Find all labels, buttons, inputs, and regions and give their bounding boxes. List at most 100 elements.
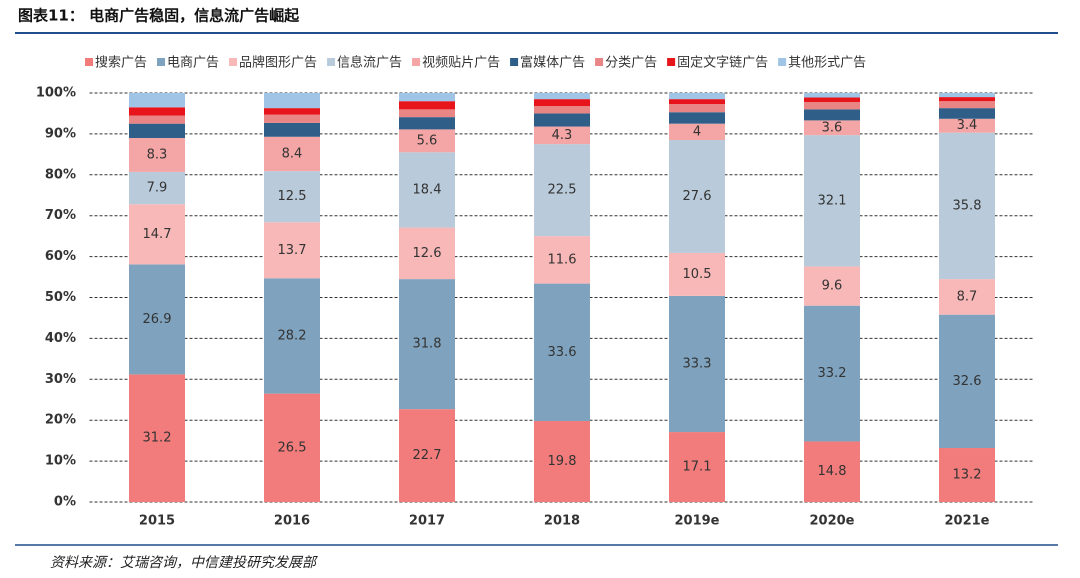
bar-segment <box>129 115 185 124</box>
bar-segment <box>939 132 995 280</box>
data-label: 11.6 <box>548 252 577 267</box>
bar-segment <box>129 264 185 375</box>
y-tick-label: 40% <box>45 331 76 346</box>
bar-segment <box>399 279 455 410</box>
x-tick-label: 2019e <box>675 514 720 529</box>
bar-segment <box>399 109 455 118</box>
legend-label: 固定文字链广告 <box>677 56 768 71</box>
legend-swatch <box>229 58 238 66</box>
x-tick-label: 2021e <box>945 514 990 529</box>
bar-segment <box>939 118 995 133</box>
bar-segment <box>264 278 320 394</box>
data-label: 12.5 <box>278 189 307 204</box>
data-label: 7.9 <box>147 181 168 196</box>
chart-title: 图表11： 电商广告稳固，信息流广告崛起 <box>18 7 300 25</box>
bar-segment <box>129 171 185 205</box>
data-label: 14.7 <box>143 227 172 242</box>
x-tick-label: 2016 <box>274 514 310 529</box>
data-label: 17.1 <box>683 460 712 475</box>
bar-segment <box>129 123 185 138</box>
bar-segment <box>129 374 185 502</box>
data-label: 31.8 <box>413 337 442 352</box>
legend-label: 分类广告 <box>605 56 657 71</box>
legend-label: 品牌图形广告 <box>239 55 317 71</box>
bar-segment <box>129 93 185 108</box>
data-label: 10.5 <box>683 267 712 282</box>
y-tick-label: 50% <box>45 290 76 305</box>
bar-segment <box>669 112 725 124</box>
bar-segment <box>669 432 725 502</box>
data-label: 18.4 <box>413 182 442 197</box>
bar-segment <box>399 93 455 102</box>
data-label: 31.2 <box>143 431 172 446</box>
x-tick-label: 2020e <box>810 514 855 529</box>
bar-segment <box>534 283 590 422</box>
data-label: 32.6 <box>953 374 982 389</box>
legend-swatch <box>327 58 336 66</box>
x-tick-label: 2018 <box>544 514 580 529</box>
legend-swatch <box>85 58 93 66</box>
data-label: 33.3 <box>683 356 712 371</box>
legend-swatch <box>667 58 676 66</box>
bar-segment <box>804 109 860 121</box>
bar-segment <box>534 236 590 284</box>
bar-segment <box>669 295 725 433</box>
data-label: 19.8 <box>548 454 577 469</box>
bar-segment <box>399 101 455 110</box>
x-tick-label: 2017 <box>409 514 445 529</box>
bar-segment <box>804 305 860 442</box>
legend-swatch <box>157 58 166 66</box>
bar-segment <box>669 252 725 296</box>
data-label: 22.7 <box>413 448 442 463</box>
legend-label: 搜索广告 <box>95 56 147 71</box>
bar-segment <box>939 314 995 449</box>
bar-segment <box>264 122 320 137</box>
source: 资料来源：艾瑞咨询，中信建投研究发展部 <box>50 555 318 571</box>
bar-segment <box>264 171 320 223</box>
bar-segment <box>399 129 455 153</box>
data-label: 3.4 <box>957 118 978 133</box>
bar-segment <box>399 409 455 502</box>
bar-segment <box>804 101 860 110</box>
bar-segment <box>399 152 455 228</box>
bar-segment <box>264 114 320 123</box>
data-label: 4.3 <box>552 128 573 143</box>
legend-label: 电商广告 <box>167 56 219 71</box>
bar-segment <box>534 113 590 127</box>
bar-segment <box>534 99 590 107</box>
bar-segment <box>669 140 725 253</box>
bar-segment <box>939 108 995 119</box>
y-tick-label: 100% <box>36 86 76 101</box>
legend-label: 其他形式广告 <box>788 56 866 71</box>
bar-segment <box>939 279 995 315</box>
y-tick-label: 30% <box>45 372 76 387</box>
bar-segment <box>534 421 590 502</box>
bar-segment <box>804 266 860 306</box>
bar-segment <box>264 393 320 502</box>
bar-segment <box>939 101 995 109</box>
bar-segment <box>669 99 725 105</box>
bar-segment <box>939 93 995 98</box>
bar-segment <box>669 93 725 100</box>
bar-segment <box>804 120 860 136</box>
data-label: 14.8 <box>818 464 847 479</box>
y-tick-label: 80% <box>45 167 76 182</box>
bar-segment <box>399 117 455 130</box>
legend-swatch <box>412 58 421 66</box>
bar-segment <box>804 97 860 102</box>
y-tick-label: 20% <box>45 413 76 428</box>
bar-segment <box>399 227 455 280</box>
bar-segment <box>129 137 185 172</box>
bar-segment <box>939 97 995 102</box>
y-tick-label: 60% <box>45 249 76 264</box>
legend-label: 信息流广告 <box>337 55 402 71</box>
bar-segment <box>264 93 320 109</box>
legend-swatch <box>595 58 604 66</box>
data-label: 9.6 <box>822 279 843 294</box>
bar-segment <box>534 93 590 100</box>
data-label: 4 <box>693 124 701 139</box>
bar-segment <box>129 107 185 116</box>
y-tick-label: 70% <box>45 208 76 223</box>
bar-segment <box>264 108 320 115</box>
x-tick-label: 2015 <box>139 514 175 529</box>
